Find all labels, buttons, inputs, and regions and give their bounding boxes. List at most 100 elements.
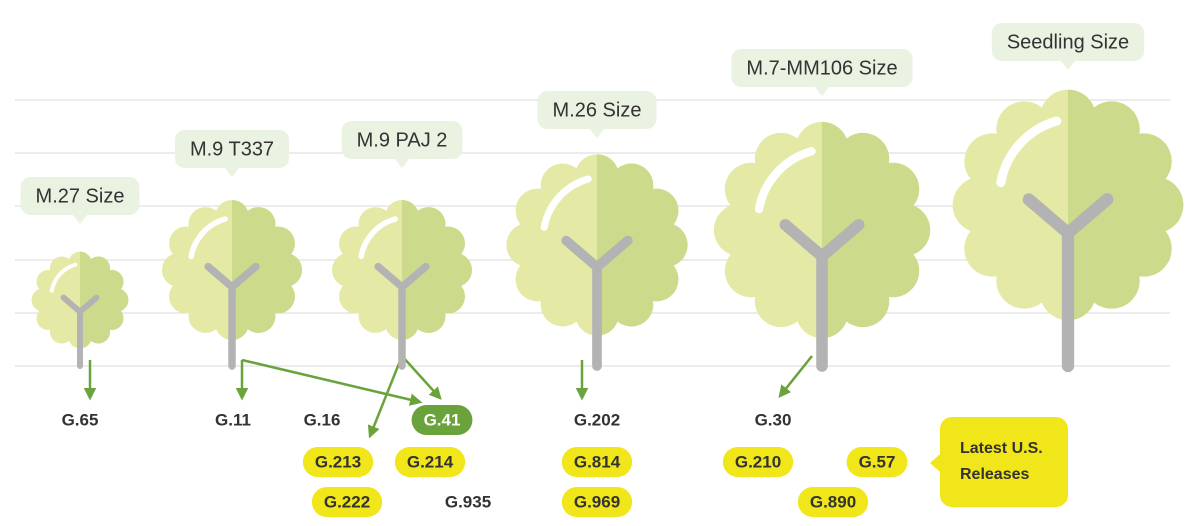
tree [31, 251, 129, 369]
pill [394, 447, 466, 477]
size-bubble: M.7-MM106 Size [731, 49, 913, 96]
crown-part [866, 162, 920, 216]
pill [561, 487, 633, 517]
size-label: M.27 Size [36, 185, 125, 207]
rootstock: G.30 [755, 410, 792, 429]
crown-part [724, 244, 778, 298]
crown-part [643, 223, 688, 267]
rootstock: G.65 [62, 410, 99, 429]
rootstock-label: G.202 [574, 410, 620, 429]
bubble-pointer [394, 158, 410, 168]
crown-part [515, 257, 560, 302]
rootstock: G.16 [304, 410, 341, 429]
crown-part [1115, 133, 1172, 190]
tree [161, 199, 303, 370]
trunk [1022, 193, 1114, 373]
size-label: M.9 PAJ 2 [357, 129, 448, 151]
pill [846, 447, 908, 477]
size-label: M.7-MM106 Size [746, 57, 897, 79]
bubble-box [341, 121, 463, 159]
trunk [374, 262, 430, 370]
callout: Latest U.S. Releases [930, 417, 1068, 507]
highlight [358, 216, 398, 260]
highlight [49, 262, 78, 293]
crown-part [169, 279, 204, 314]
crown-shade [1068, 89, 1184, 321]
bubble-box [731, 49, 913, 87]
size-label: Seedling Size [1007, 31, 1129, 53]
crown-part [713, 203, 767, 257]
size-bubble: M.9 T337 [174, 130, 290, 177]
size-bubble: M.27 Size [20, 177, 140, 224]
crown-part [952, 177, 1009, 233]
rootstock: G.214 [394, 447, 466, 477]
size-bubble: M.26 Size [537, 91, 657, 138]
rootstock: G.41 [411, 405, 473, 435]
rootstock-label: G.30 [755, 410, 792, 429]
pill [722, 447, 794, 477]
crown-shade [80, 251, 129, 349]
size-label: M.26 Size [553, 99, 642, 121]
bubble-pointer [814, 86, 830, 96]
crown-part [99, 269, 124, 294]
rootstock-label: G.16 [304, 410, 341, 429]
rootstock: G.814 [561, 447, 633, 477]
bubble-box [20, 177, 140, 215]
rootstock: G.935 [445, 492, 491, 511]
crown-part [86, 319, 111, 344]
tree [713, 121, 931, 372]
crown-shade [402, 199, 473, 341]
rootstock-label: G.969 [574, 492, 620, 511]
rootstock-label: G.935 [445, 492, 491, 511]
rootstock-label: G.222 [324, 492, 370, 511]
rootstock-label: G.814 [574, 452, 621, 471]
crown-part [996, 101, 1053, 158]
size-label: M.9 T337 [190, 138, 274, 160]
trunk [204, 262, 260, 370]
rootstock: G.969 [561, 487, 633, 517]
rootstock-label: G.11 [215, 410, 251, 429]
rootstock: G.210 [722, 447, 794, 477]
crown-part [31, 288, 56, 312]
crown-part [634, 188, 679, 233]
trunk [561, 235, 633, 371]
size-bubble: M.9 PAJ 2 [341, 121, 463, 168]
rootstock: G.222 [311, 487, 383, 517]
pill [411, 405, 473, 435]
bubble-pointer [589, 128, 605, 138]
crown-part [1083, 252, 1140, 309]
crown-part [188, 207, 223, 242]
crown-part [609, 282, 654, 327]
crown-part [597, 291, 619, 336]
crown-part [506, 223, 551, 267]
crown-part [411, 298, 446, 333]
crown-part [822, 285, 849, 339]
crown-part [49, 256, 74, 281]
tree [331, 199, 473, 370]
crown-part [339, 279, 374, 314]
rootstock: G.11 [215, 410, 251, 429]
crown-part [241, 298, 276, 333]
pill [797, 487, 869, 517]
crown-part [964, 220, 1021, 277]
rootstock-label: G.41 [424, 410, 461, 429]
pill [302, 447, 374, 477]
size-bubble: Seedling Size [991, 23, 1145, 70]
trunk [779, 218, 865, 372]
rootstock-label: G.214 [407, 452, 454, 471]
bubble-pointer [224, 167, 240, 177]
rootstock: G.57 [846, 447, 908, 477]
crown-part [268, 253, 303, 287]
pill [561, 447, 633, 477]
crown-part [1127, 177, 1184, 233]
crown-part [877, 203, 931, 257]
highlight [996, 116, 1062, 188]
crown-part [430, 226, 465, 261]
bubble-box [537, 91, 657, 129]
trunk [60, 294, 100, 369]
highlight [540, 175, 592, 231]
bubble-pointer [1060, 60, 1076, 70]
bubble-pointer [72, 214, 88, 224]
rootstock-label: G.213 [315, 452, 361, 471]
